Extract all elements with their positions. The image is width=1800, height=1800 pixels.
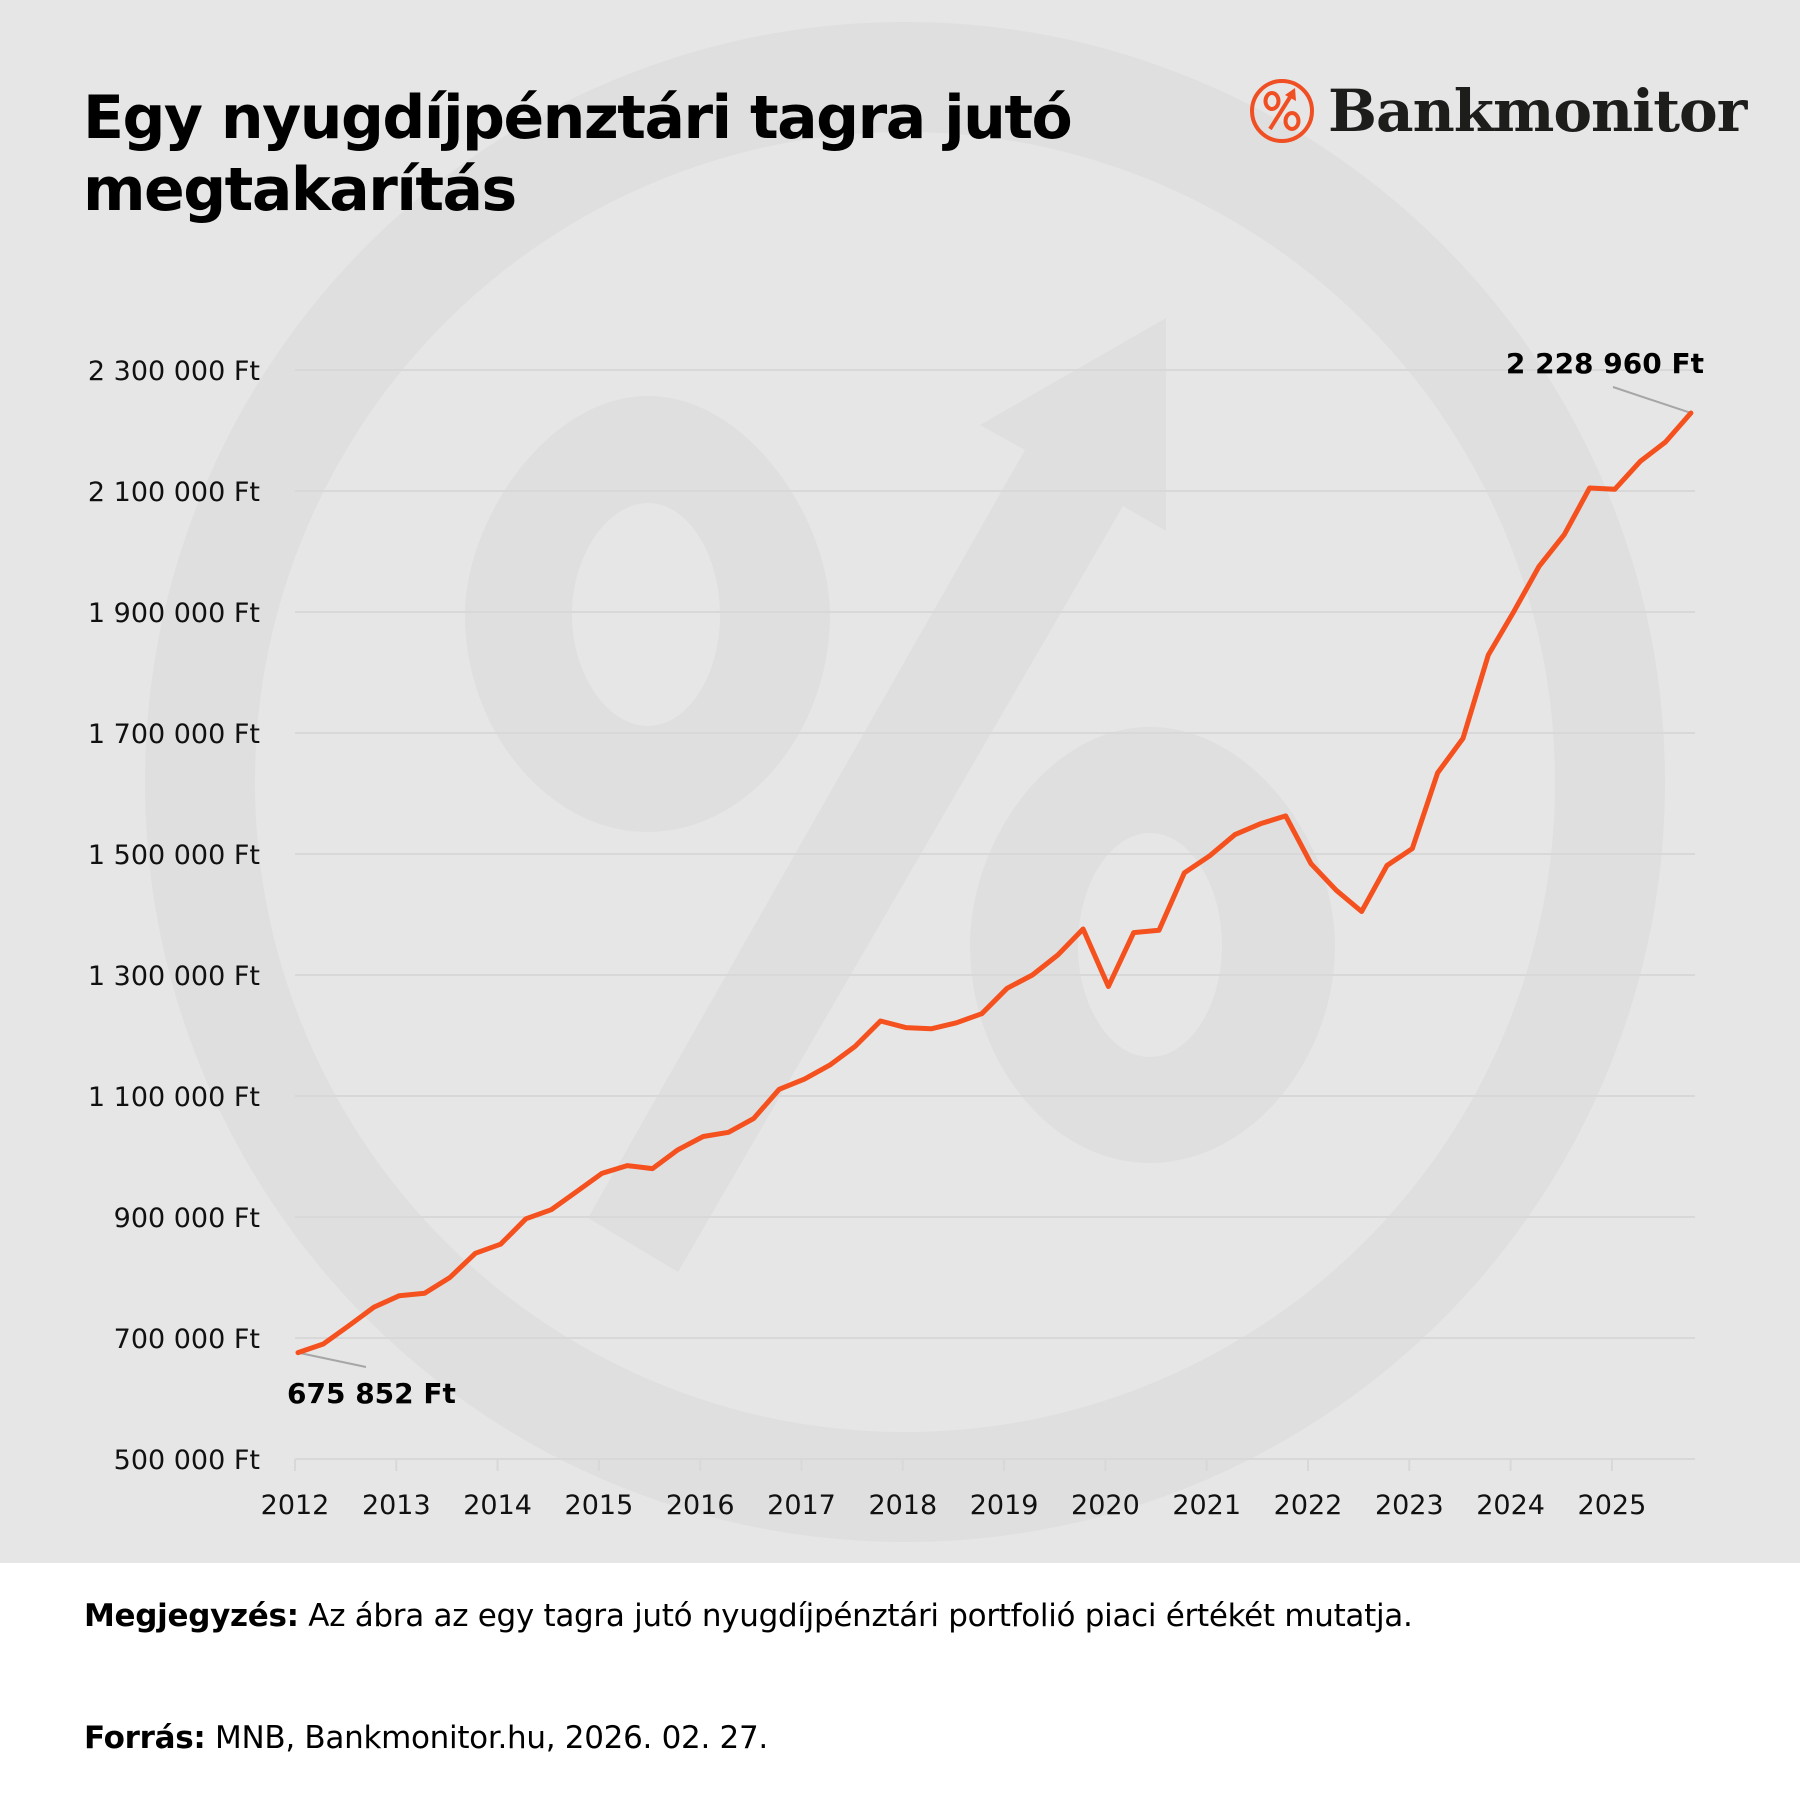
x-tick-label: 2021 — [1172, 1490, 1241, 1521]
source-label: Forrás: — [84, 1720, 206, 1756]
x-tick-label: 2020 — [1071, 1490, 1140, 1521]
y-tick-label: 700 000 Ft — [114, 1324, 260, 1355]
end-leader-line — [1612, 386, 1692, 414]
y-tick-label: 500 000 Ft — [114, 1445, 260, 1476]
source-text: MNB, Bankmonitor.hu, 2026. 02. 27. — [205, 1720, 768, 1756]
y-tick-label: 1 500 000 Ft — [88, 840, 260, 871]
y-tick-label: 1 700 000 Ft — [88, 719, 260, 750]
x-tick-label: 2015 — [565, 1490, 634, 1521]
y-axis-labels: 500 000 Ft 700 000 Ft 900 000 Ft 1 100 000 … — [88, 356, 260, 1476]
start-leader-line — [297, 1351, 367, 1368]
x-tick-label: 2022 — [1274, 1490, 1343, 1521]
x-tick-label: 2018 — [868, 1490, 937, 1521]
y-tick-label: 1 100 000 Ft — [88, 1082, 260, 1113]
y-tick-label: 2 300 000 Ft — [88, 356, 260, 387]
x-tick-label: 2016 — [666, 1490, 735, 1521]
footer-source: Forrás: MNB, Bankmonitor.hu, 2026. 02. 2… — [84, 1720, 768, 1756]
brand-logo: Bankmonitor — [1248, 76, 1747, 146]
gridlines — [295, 369, 1695, 1339]
x-tick-label: 2017 — [767, 1490, 836, 1521]
y-tick-label: 2 100 000 Ft — [88, 477, 260, 508]
percent-watermark-icon — [0, 0, 1800, 1563]
brand-name: Bankmonitor — [1328, 77, 1747, 145]
chart-panel: 500 000 Ft 700 000 Ft 900 000 Ft 1 100 000 … — [0, 0, 1800, 1563]
percent-arrow-circle-icon — [1250, 79, 1314, 143]
title-line-2: megtakarítás — [83, 155, 517, 225]
note-text: Az ábra az egy tagra jutó nyugdíjpénztár… — [298, 1598, 1413, 1634]
x-tick-label: 2013 — [362, 1490, 431, 1521]
x-axis: 2012 2013 2014 2015 2016 2017 2018 2019 2020 2021… — [261, 1458, 1695, 1521]
x-tick-label: 2024 — [1476, 1490, 1545, 1521]
footer-note: Megjegyzés: Az ábra az egy tagra jutó ny… — [84, 1598, 1413, 1634]
page-title: Egy nyugdíjpénztári tagra jutó megtakarí… — [83, 82, 1183, 226]
x-tick-label: 2025 — [1578, 1490, 1647, 1521]
x-tick-label: 2023 — [1375, 1490, 1444, 1521]
end-value-label: 2 228 960 Ft — [1506, 347, 1704, 380]
y-tick-label: 1 300 000 Ft — [88, 961, 260, 992]
x-tick-label: 2014 — [463, 1490, 532, 1521]
note-label: Megjegyzés: — [84, 1598, 299, 1634]
start-value-label: 675 852 Ft — [287, 1377, 456, 1410]
y-tick-label: 1 900 000 Ft — [88, 598, 260, 629]
x-tick-label: 2019 — [970, 1490, 1039, 1521]
line-chart: 500 000 Ft 700 000 Ft 900 000 Ft 1 100 000 … — [88, 347, 1704, 1521]
x-tick-label: 2012 — [261, 1490, 330, 1521]
title-line-1: Egy nyugdíjpénztári tagra jutó — [83, 83, 1073, 153]
annotation-leaders — [297, 386, 1692, 1368]
y-tick-label: 900 000 Ft — [114, 1203, 260, 1234]
data-line — [295, 410, 1694, 1356]
